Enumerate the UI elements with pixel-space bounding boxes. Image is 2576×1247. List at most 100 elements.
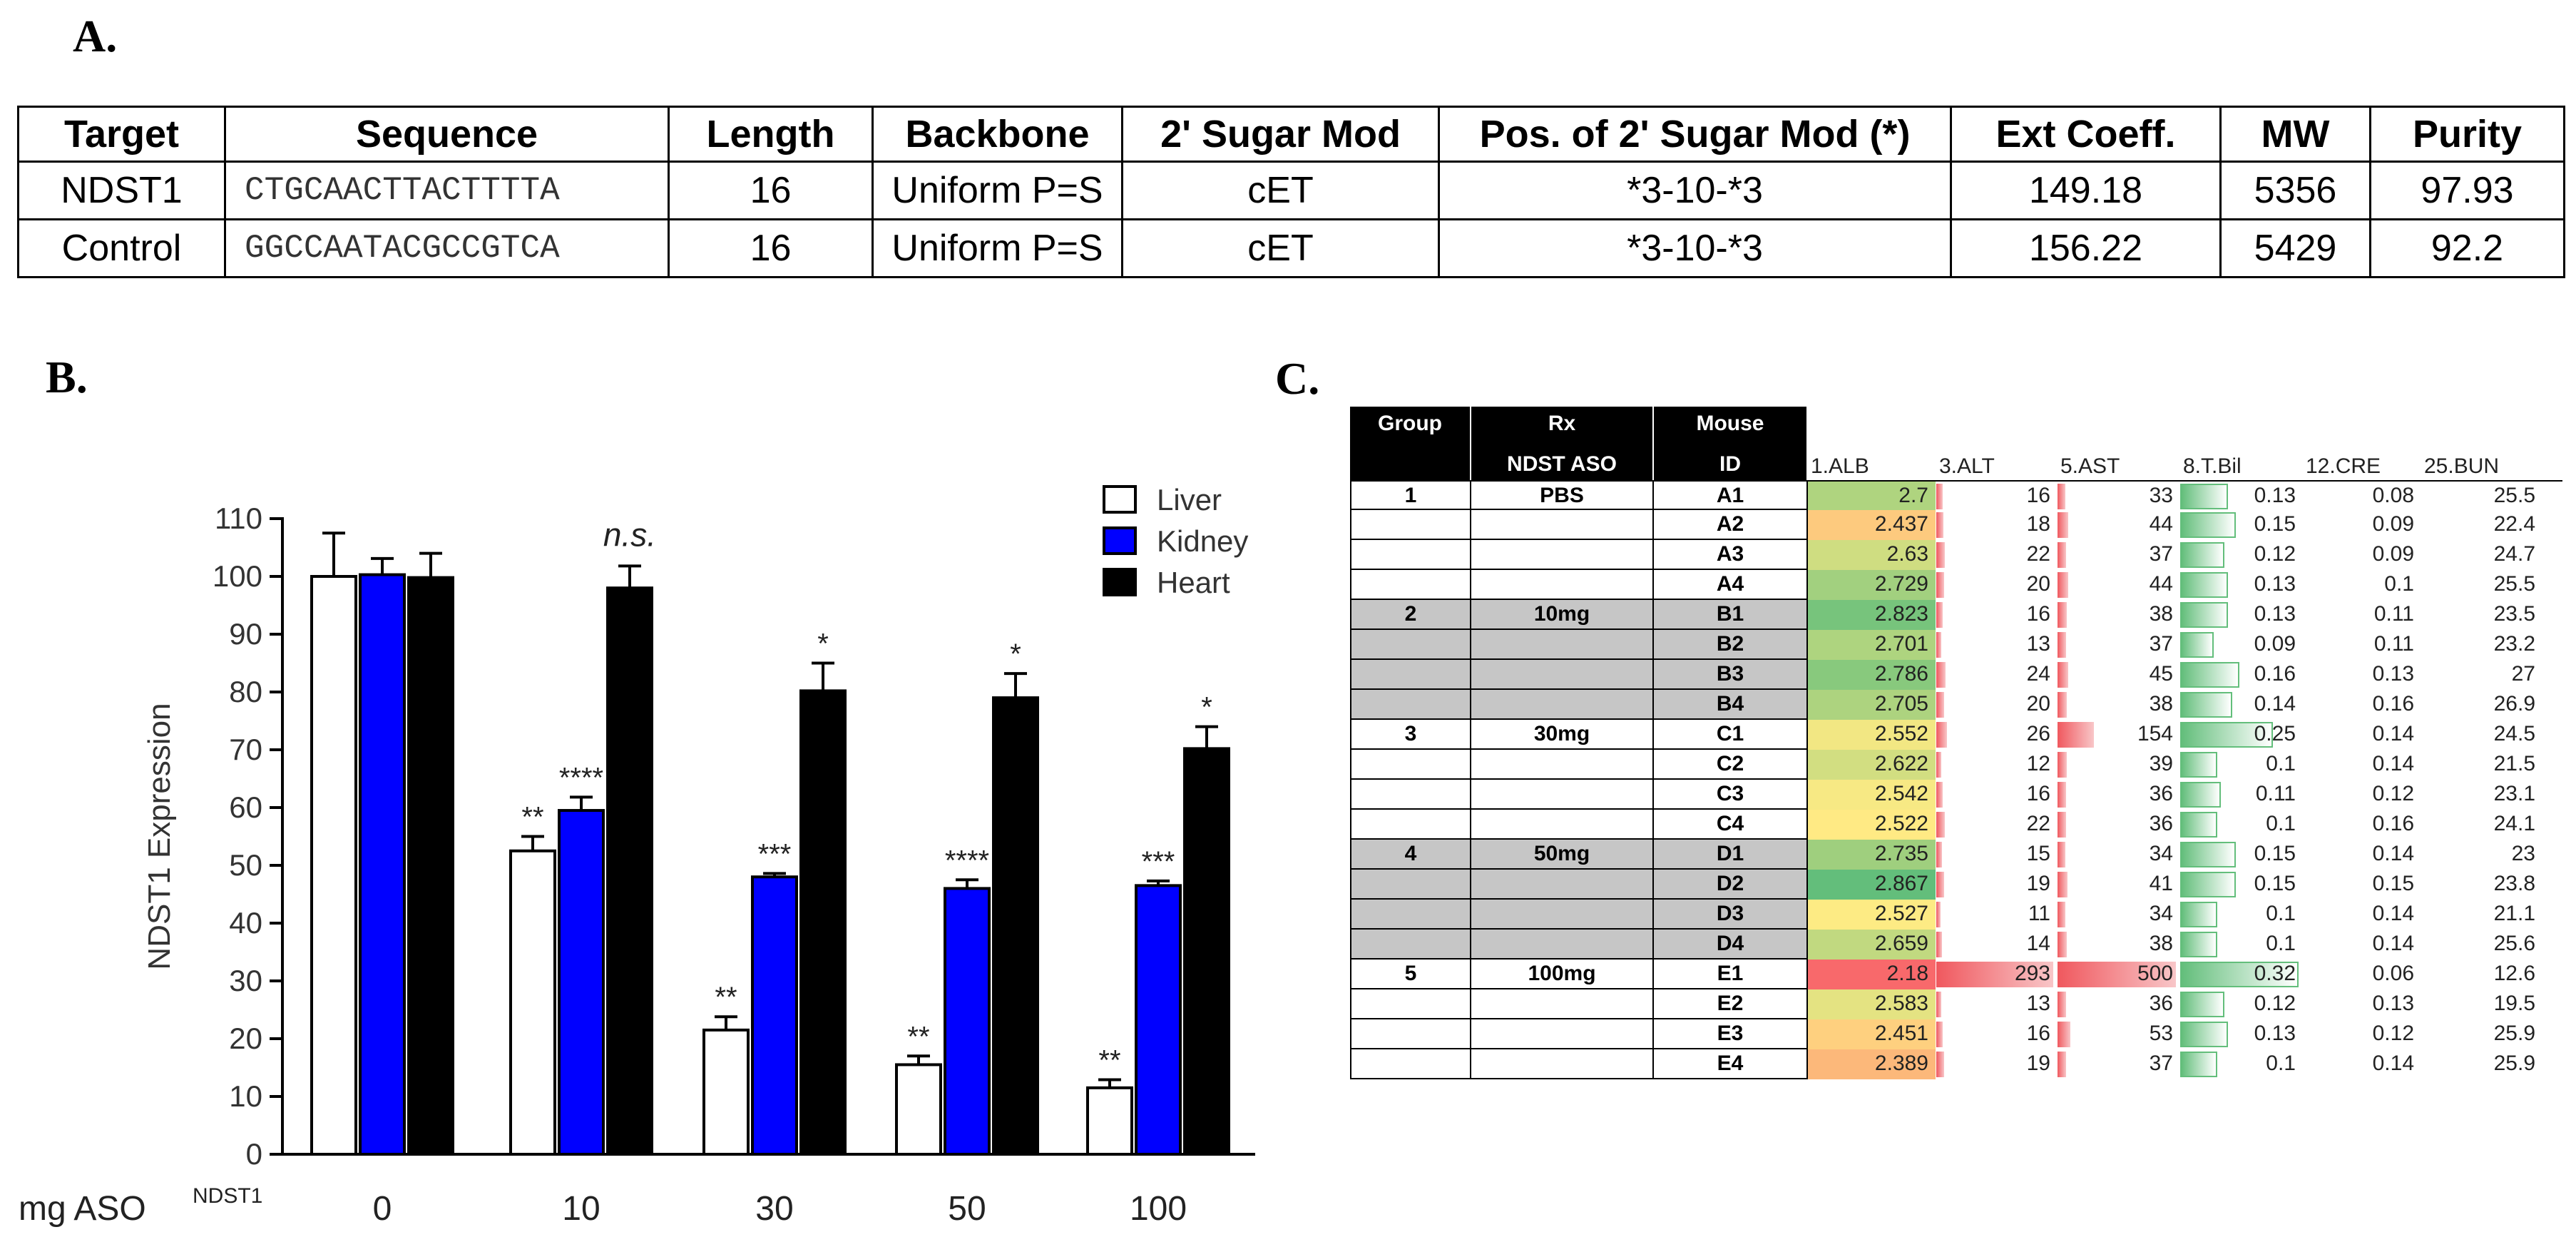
cell-ast: 38 [2058,930,2180,960]
cell-bun-value: 24.7 [2493,542,2535,566]
cell-alt-value: 19 [2026,1052,2050,1075]
cell-bun-value: 25.9 [2493,1052,2535,1075]
data-bar-tbil [2180,842,2236,867]
cell-alb: 2.63 [1808,540,1936,570]
cell-alt: 19 [1936,870,2058,900]
cell-alt: 13 [1936,989,2058,1019]
cell-cre: 0.12 [2303,780,2421,810]
data-bar-tbil [2180,812,2217,838]
cell-ast-value: 34 [2149,902,2173,925]
cell-bun-value: 19.5 [2493,992,2535,1015]
cell-rx [1471,630,1654,660]
legend-label-kidney: Kidney [1157,524,1248,558]
data-bar-tbil [2180,602,2229,628]
table-a-header-row: Target Sequence Length Backbone 2' Sugar… [17,106,2565,163]
bar-heart-50 [992,696,1039,1156]
col-header-target: Target [17,106,226,163]
cell-mouse-id: E2 [1654,989,1808,1019]
significance-label: * [817,628,829,660]
x-tick-label: 100 [1130,1190,1187,1228]
cell-alb-value: 2.451 [1874,1022,1928,1045]
cell-alt-value: 13 [2026,632,2050,656]
col-header-bun: 25.BUN [2424,454,2500,478]
cell-mouse-id: B1 [1654,600,1808,630]
cell-alt: 22 [1936,810,2058,840]
significance-label: * [1201,692,1212,723]
y-tick-label: 50 [229,848,262,882]
cell-tbil: 0.32 [2180,960,2303,989]
cell-bun: 23.8 [2421,870,2542,900]
cell-ast: 500 [2058,960,2180,989]
cell-rx: 50mg [1471,840,1654,870]
cell-bun: 24.7 [2421,540,2542,570]
cell-group: 1 [1350,482,1471,510]
data-bar-alt [1936,842,1943,867]
cell-ast-value: 38 [2149,932,2173,955]
cell-bun: 23.2 [2421,630,2542,660]
bar-heart-10 [606,586,653,1156]
cell-cre: 0.16 [2303,810,2421,840]
bar-heart-0 [407,576,454,1156]
cell-alb-value: 2.552 [1874,722,1928,745]
cell-purity: 97.93 [2369,161,2565,220]
cell-ext-coeff: 156.22 [1950,218,2222,278]
col-header-backbone: Backbone [872,106,1123,163]
cell-target: NDST1 [17,161,226,220]
table-row: B2 2.701 13 37 0.09 0.11 23.2 [1350,630,2562,660]
cell-alt-value: 14 [2026,932,2050,955]
data-bar-alt [1936,484,1943,509]
cell-alb: 2.527 [1808,900,1936,930]
data-bar-ast [2058,662,2068,688]
cell-ast: 34 [2058,840,2180,870]
col-header-alb: 1.ALB [1811,454,1869,478]
cell-group [1350,510,1471,540]
data-bar-ast [2058,1022,2070,1047]
cell-mouse-id: E1 [1654,960,1808,989]
cell-alt: 11 [1936,900,2058,930]
cell-rx [1471,570,1654,600]
cell-rx [1471,1019,1654,1049]
data-bar-ast [2058,542,2067,568]
data-bar-ast [2058,512,2068,538]
data-bar-ast [2058,872,2068,897]
data-bar-ast [2058,692,2067,718]
cell-ast-value: 41 [2149,872,2173,895]
cell-cre: 0.06 [2303,960,2421,989]
cell-mouse-id: D3 [1654,900,1808,930]
cell-rx [1471,780,1654,810]
cell-cre-value: 0.14 [2372,1052,2414,1075]
cell-ast-value: 33 [2149,484,2173,507]
table-row: 2 10mg B1 2.823 16 38 0.13 0.11 23.5 [1350,600,2562,630]
cell-mouse-id: E3 [1654,1019,1808,1049]
cell-bun: 12.6 [2421,960,2542,989]
cell-tbil-value: 0.13 [2254,1022,2296,1045]
cell-cre-value: 0.11 [2373,632,2414,656]
cell-ast-value: 154 [2137,722,2173,745]
cell-alt-value: 16 [2026,782,2050,805]
bar-kidney-10 [558,809,605,1156]
cell-purity: 92.2 [2369,218,2565,278]
cell-cre-value: 0.1 [2384,572,2414,596]
cell-alt-value: 16 [2026,484,2050,507]
cell-bun: 25.9 [2421,1019,2542,1049]
col-header-tbil: 8.T.Bil [2183,454,2242,478]
cell-sugar-mod: cET [1121,161,1440,220]
cell-alt-value: 20 [2026,692,2050,716]
bar-kidney-30 [751,875,798,1156]
cell-alb: 2.823 [1808,600,1936,630]
cell-ast-value: 45 [2149,662,2173,686]
y-tick-label: 70 [229,733,262,766]
data-bar-tbil [2180,542,2225,568]
data-bar-ast [2058,932,2067,957]
cell-bun: 22.4 [2421,510,2542,540]
cell-alt-value: 22 [2026,542,2050,566]
data-bar-ast [2058,484,2065,509]
cell-ast: 37 [2058,540,2180,570]
cell-alt: 22 [1936,540,2058,570]
cell-rx: PBS [1471,482,1654,510]
y-tick-label: 60 [229,790,262,824]
x-tick-label: 10 [562,1190,600,1228]
cell-alb-value: 2.7 [1898,484,1928,507]
cell-tbil: 0.11 [2180,780,2303,810]
